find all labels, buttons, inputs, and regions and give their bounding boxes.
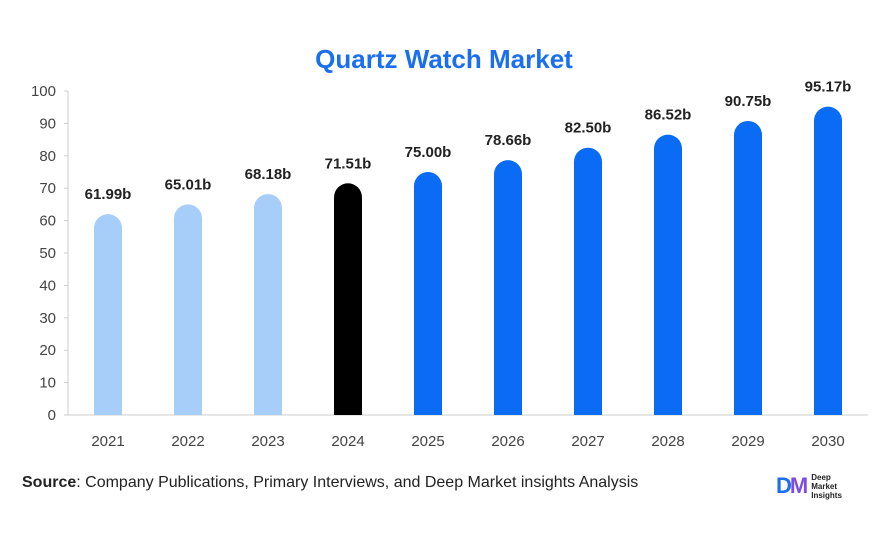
data-label-2025: 75.00b — [405, 144, 452, 161]
data-labels: 61.99b 65.01b 68.18b 71.51b 75.00b 78.66b 82.5… — [85, 79, 852, 204]
y-tick-label: 70 — [39, 180, 56, 197]
logo-line-2: Market — [811, 481, 838, 491]
data-label-2029: 90.75b — [725, 93, 772, 110]
y-tick-label: 50 — [39, 245, 56, 262]
bar-2023 — [254, 194, 282, 415]
x-tick-label-2027: 2027 — [571, 433, 604, 450]
data-label-2026: 78.66b — [485, 132, 532, 149]
y-tick-label: 30 — [39, 310, 56, 327]
y-tick-label: 100 — [31, 83, 56, 100]
y-tick-label: 90 — [39, 115, 56, 132]
bar-2026 — [494, 160, 522, 415]
x-tick-label-2025: 2025 — [411, 433, 444, 450]
bar-2025 — [414, 172, 442, 415]
y-tick-label: 10 — [39, 375, 56, 392]
y-tick-label: 40 — [39, 277, 56, 294]
data-label-2030: 95.17b — [805, 79, 852, 96]
x-tick-label-2021: 2021 — [91, 433, 124, 450]
x-tick-label-2030: 2030 — [811, 433, 844, 450]
logo-line-1: Deep — [811, 472, 831, 482]
y-tick-label: 60 — [39, 213, 56, 230]
logo-mark: DM — [776, 473, 808, 499]
source-label: Source — [22, 474, 77, 491]
bar-2027 — [574, 147, 602, 415]
x-tick-label-2026: 2026 — [491, 433, 524, 450]
bars — [94, 106, 842, 416]
chart-title: Quartz Watch Market — [315, 44, 573, 74]
source-text: : Company Publications, Primary Intervie… — [76, 474, 639, 491]
logo-wordmark: Deep Market Insights — [811, 473, 842, 500]
data-label-2028: 86.52b — [645, 107, 692, 124]
x-tick-label-2023: 2023 — [251, 433, 284, 450]
data-label-2024: 71.51b — [325, 155, 372, 172]
source-note: Source: Company Publications, Primary In… — [22, 474, 638, 492]
company-logo: DM Deep Market Insights — [776, 471, 842, 501]
bar-2024 — [334, 183, 362, 415]
data-label-2021: 61.99b — [85, 186, 132, 203]
bar-2021 — [94, 214, 122, 415]
logo-mark-d: D — [776, 473, 792, 498]
data-label-2022: 65.01b — [165, 176, 212, 193]
bar-2028 — [654, 134, 682, 415]
logo-mark-m: M — [789, 473, 808, 498]
x-tick-label-2028: 2028 — [651, 433, 684, 450]
bar-2029 — [734, 120, 762, 415]
data-label-2023: 68.18b — [245, 166, 292, 183]
x-tick-label-2029: 2029 — [731, 433, 764, 450]
y-tick-label: 0 — [48, 407, 56, 424]
y-tick-label: 80 — [39, 148, 56, 165]
logo-line-3: Insights — [811, 490, 842, 500]
x-tick-label-2022: 2022 — [171, 433, 204, 450]
data-label-2027: 82.50b — [565, 120, 612, 137]
bar-2030 — [814, 106, 842, 416]
bar-2022 — [174, 204, 202, 415]
y-tick-label: 20 — [39, 342, 56, 359]
x-tick-label-2024: 2024 — [331, 433, 364, 450]
